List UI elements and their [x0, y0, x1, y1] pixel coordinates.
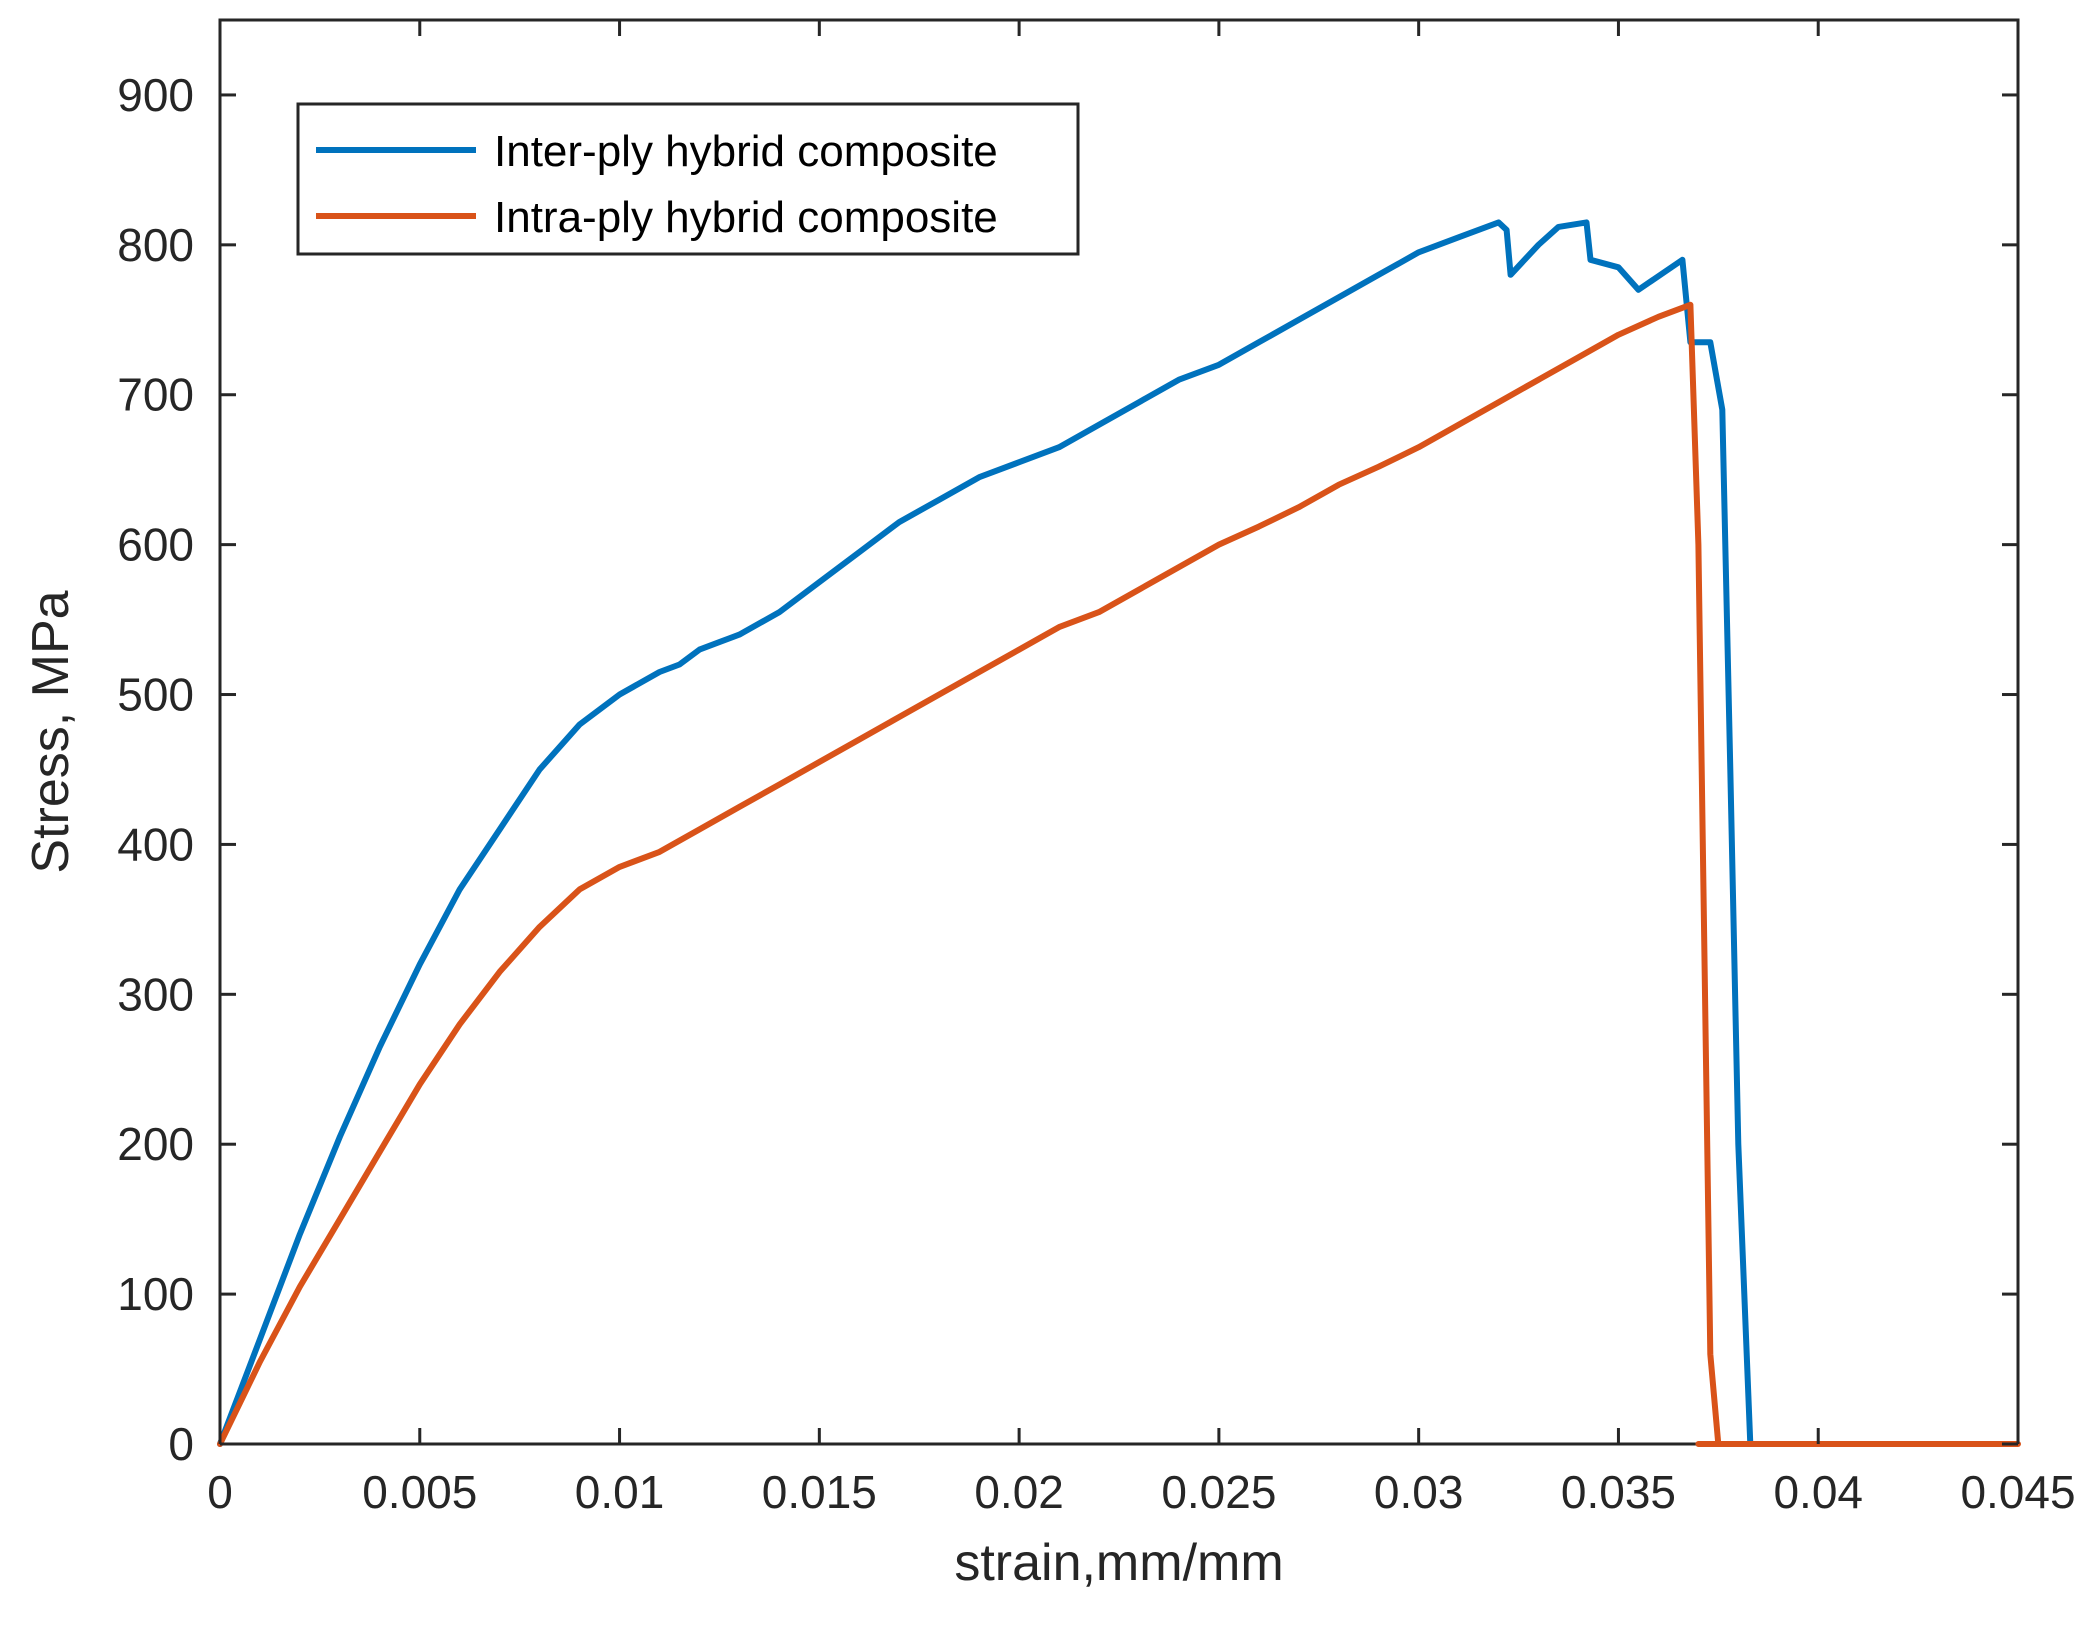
series-line-inter-ply	[217, 219, 1770, 1447]
series-layer	[217, 219, 2021, 1447]
y-tick-label-5: 500	[117, 669, 194, 721]
x-tick-label-1: 0.005	[362, 1466, 477, 1518]
x-tick-label-8: 0.04	[1773, 1466, 1863, 1518]
y-tick-label-4: 400	[117, 818, 194, 870]
y-tick-label-1: 100	[117, 1268, 194, 1320]
x-tick-label-5: 0.025	[1161, 1466, 1276, 1518]
y-tick-label-7: 700	[117, 369, 194, 421]
legend-box	[296, 102, 1080, 256]
x-tick-label-2: 0.01	[575, 1466, 665, 1518]
legend-label-inter-ply: Inter-ply hybrid composite	[494, 127, 998, 176]
y-tick-label-0: 0	[168, 1418, 194, 1470]
series-line-intra-ply	[217, 301, 2021, 1447]
x-tick-label-4: 0.02	[974, 1466, 1064, 1518]
y-tick-label-2: 200	[117, 1118, 194, 1170]
x-tick-label-9: 0.045	[1960, 1466, 2075, 1518]
x-tick-label-6: 0.03	[1374, 1466, 1464, 1518]
y-tick-label-3: 300	[117, 968, 194, 1020]
y-axis-label: Stress, MPa	[22, 590, 80, 873]
plot-area	[218, 18, 2020, 1446]
x-tick-label-7: 0.035	[1561, 1466, 1676, 1518]
y-tick-label-6: 600	[117, 519, 194, 571]
y-tick-label-8: 800	[117, 219, 194, 271]
x-tick-label-0: 0	[207, 1466, 233, 1518]
x-axis-label: strain,mm/mm	[954, 1534, 1283, 1592]
legend: Inter-ply hybrid composite Intra-ply hyb…	[296, 102, 1080, 256]
x-tick-label-3: 0.015	[762, 1466, 877, 1518]
ticks-layer: 0 0.005 0.01 0.015 0.02 0.025 0.03 0.035 0.04 0.0…	[117, 20, 2076, 1518]
legend-label-intra-ply: Intra-ply hybrid composite	[494, 193, 998, 242]
y-tick-label-9: 900	[117, 69, 194, 121]
